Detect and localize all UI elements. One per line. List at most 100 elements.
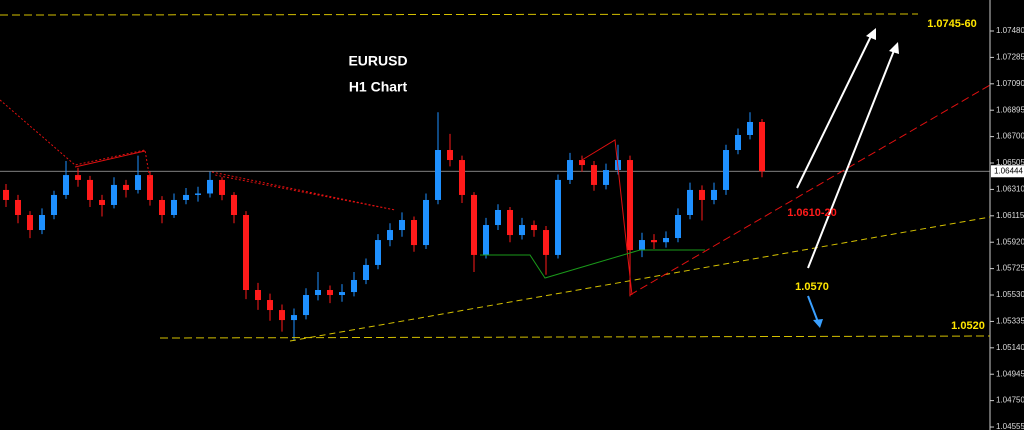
trend-line [629, 84, 991, 296]
y-tick-label: 1.05140 [996, 343, 1024, 352]
arrow [796, 33, 873, 189]
candle-body [399, 220, 405, 231]
candle-body [555, 179, 561, 255]
zigzag [211, 171, 396, 211]
candle-body [135, 175, 141, 190]
y-tick-label: 1.06310 [996, 185, 1024, 194]
candle-body [15, 199, 21, 215]
y-tick-label: 1.06115 [996, 211, 1024, 220]
annotation: 1.0610-20 [787, 207, 837, 219]
candle-body [675, 215, 681, 239]
y-tick-label: 1.05920 [996, 237, 1024, 246]
current-price-box [991, 165, 1024, 178]
annotation: 1.0570 [795, 281, 829, 293]
candle-body [435, 150, 441, 200]
arrow-head [889, 42, 899, 54]
y-tick-label: 1.04750 [996, 396, 1024, 405]
y-tick-label: 1.07285 [996, 53, 1024, 62]
candle-body [303, 295, 309, 316]
candle-body [735, 134, 741, 151]
candle-body [351, 279, 357, 293]
candle-body [39, 215, 45, 231]
current-price-label: 1.06444 [994, 166, 1023, 175]
candle-body [459, 160, 465, 195]
candle-body [651, 240, 657, 243]
chart-title: EURUSD [348, 53, 407, 69]
candle-body [171, 199, 177, 215]
candle-body [723, 150, 729, 190]
candle-body [87, 179, 93, 200]
candle-body [495, 209, 501, 226]
candle-body [663, 238, 669, 243]
candle-body [531, 225, 537, 231]
chart-subtitle: H1 Chart [349, 79, 408, 95]
candle-body [267, 300, 273, 311]
candle-body [147, 175, 153, 200]
candle-body [627, 160, 633, 251]
candle-body [123, 184, 129, 190]
plot [0, 112, 990, 342]
candle-body [3, 189, 9, 200]
y-tick-label: 1.05530 [996, 290, 1024, 299]
candle-body [687, 189, 693, 215]
candle-body [111, 184, 117, 205]
candle-body [699, 189, 705, 200]
candle-body [195, 193, 201, 195]
annotation: 1.0520 [951, 320, 985, 332]
annotation: 1.0745-60 [927, 18, 977, 30]
y-tick-label: 1.05335 [996, 317, 1024, 326]
arrow-head [813, 319, 823, 328]
candle-body [759, 121, 765, 172]
candle-body [447, 150, 453, 161]
drawings [0, 13, 991, 342]
candle-body [519, 225, 525, 236]
candle-body [579, 160, 585, 166]
y-tick-label: 1.04555 [996, 422, 1024, 430]
y-tick-label: 1.06505 [996, 158, 1024, 167]
support-line [159, 335, 991, 339]
y-tick-label: 1.06895 [996, 105, 1024, 114]
candle-body [51, 194, 57, 215]
candle-body [279, 310, 285, 321]
zigzag [74, 150, 146, 168]
zigzag [0, 99, 151, 181]
candle-body [159, 199, 165, 215]
candle-body [183, 194, 189, 200]
candle-body [27, 215, 33, 231]
candle-body [99, 199, 105, 205]
candle-body [483, 225, 489, 255]
candle-body [231, 194, 237, 215]
candle-body [711, 189, 717, 200]
candle-body [207, 179, 213, 194]
candle-body [219, 179, 225, 195]
candle-body [639, 240, 645, 251]
zigzag [480, 249, 705, 279]
candle-body [507, 209, 513, 236]
candle-body [363, 264, 369, 280]
candle-body [387, 230, 393, 241]
candle-body [543, 230, 549, 255]
arrow [807, 47, 896, 269]
candle-body [603, 170, 609, 185]
y-tick-label: 1.05725 [996, 264, 1024, 273]
y-tick-label: 1.04945 [996, 369, 1024, 378]
candle-body [375, 240, 381, 265]
arrow [807, 295, 819, 323]
trend-line [289, 216, 991, 342]
candle-body [291, 315, 297, 321]
candle-body [567, 160, 573, 180]
candle-body [63, 175, 69, 195]
candle-body [471, 194, 477, 255]
y-tick-label: 1.07090 [996, 79, 1024, 88]
y-tick-label: 1.06700 [996, 132, 1024, 141]
arrow-head [866, 28, 876, 40]
candle-body [327, 290, 333, 296]
candle-body [255, 290, 261, 301]
candle-body [243, 215, 249, 291]
candle-body [411, 220, 417, 246]
candle-body [591, 165, 597, 185]
candle-body [75, 175, 81, 180]
candle-body [315, 290, 321, 296]
zigzag [581, 139, 633, 296]
candle-body [747, 121, 753, 135]
